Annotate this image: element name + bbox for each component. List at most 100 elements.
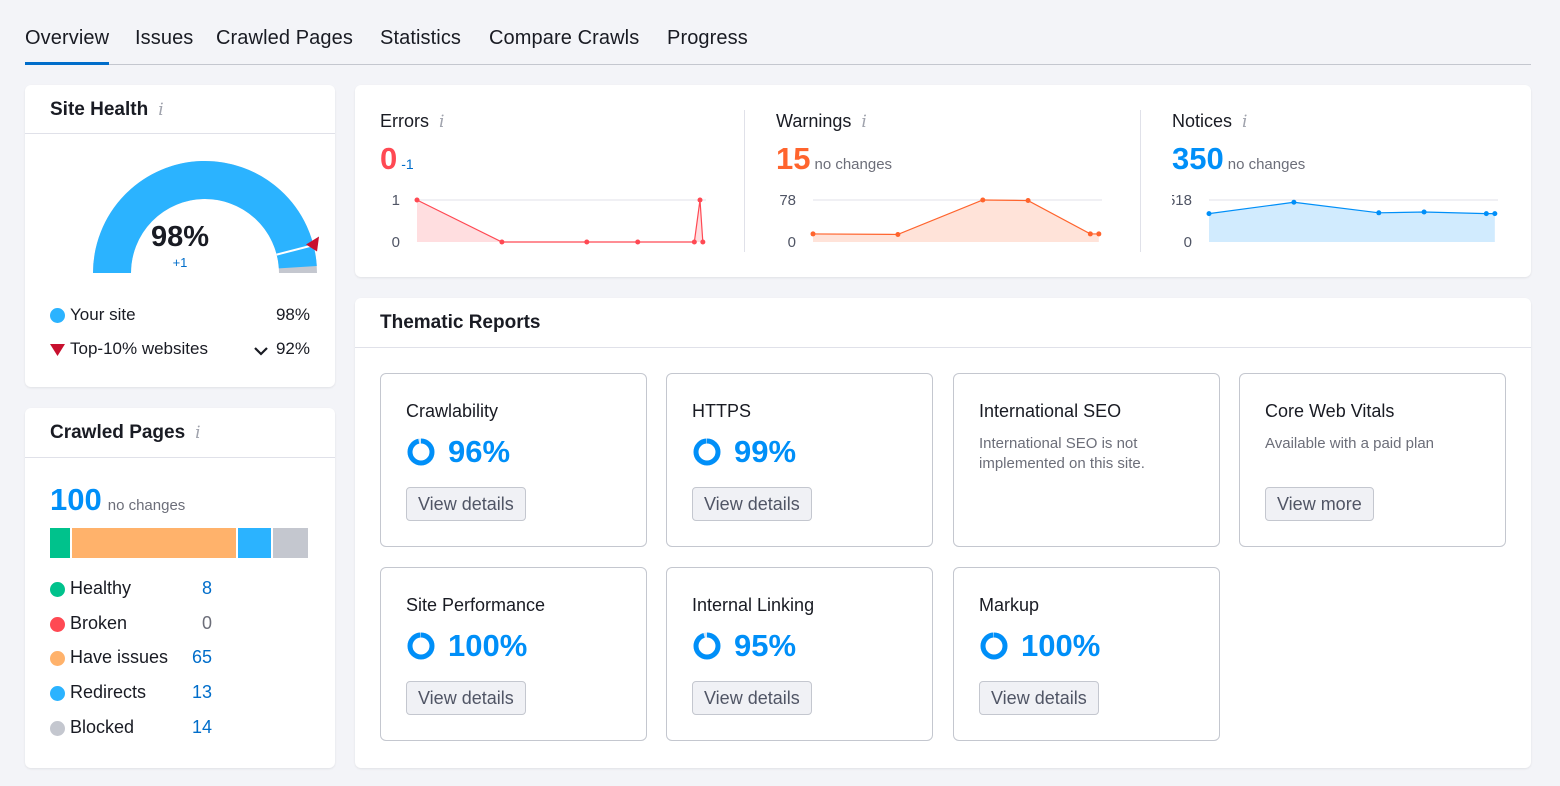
tab-compare-crawls[interactable]: Compare Crawls: [489, 27, 640, 49]
warnings-sparkline: 78 0: [779, 192, 1102, 251]
notices-value[interactable]: 350 no changes: [1172, 141, 1306, 176]
site-health-title: Site Health i: [50, 99, 164, 120]
bar-segment-healthy[interactable]: [50, 528, 71, 558]
report-internal-linking[interactable]: Internal Linking 95% View details: [666, 567, 933, 741]
info-icon[interactable]: i: [158, 100, 164, 120]
tab-overview[interactable]: Overview: [25, 27, 110, 65]
thematic-reports-card: Thematic Reports Crawlability 96% View d…: [355, 298, 1531, 768]
warnings-value[interactable]: 15 no changes: [776, 141, 893, 176]
tab-bar: Overview Issues Crawled Pages Statistics…: [25, 0, 1531, 65]
view-details-button[interactable]: View details: [406, 487, 526, 521]
report-title: Core Web Vitals: [1265, 401, 1395, 421]
divider: [25, 457, 335, 458]
sparkline-point: [697, 197, 703, 203]
report-score: 96%: [406, 434, 510, 470]
cp-label: Blocked: [70, 717, 135, 737]
divider: [25, 133, 335, 134]
report-title: International SEO: [979, 401, 1122, 421]
legend-label: Top-10% websites: [70, 339, 208, 358]
sparkline-point: [691, 239, 697, 245]
cp-value[interactable]: 13: [191, 682, 212, 702]
cp-row-blocked: Blocked 14: [50, 717, 212, 739]
crawled-change: no changes: [107, 497, 186, 514]
view-details-button[interactable]: View details: [979, 681, 1099, 715]
view-more-button[interactable]: View more: [1265, 487, 1374, 521]
report-markup[interactable]: Markup 100% View details: [953, 567, 1220, 741]
axis-tick-label: 0: [788, 234, 796, 251]
sparkline-point: [700, 239, 706, 245]
divider: [744, 110, 745, 252]
cp-row-healthy: Healthy 8: [50, 578, 212, 600]
cp-row-redirects: Redirects 13: [50, 682, 212, 704]
sparkline-point: [1206, 211, 1212, 217]
sparkline-point: [1483, 211, 1489, 217]
axis-tick-label: 0: [392, 234, 400, 251]
cp-value: 0: [201, 613, 212, 633]
sparkline-point: [1492, 211, 1498, 217]
tab-issues[interactable]: Issues: [135, 27, 194, 49]
cp-label: Redirects: [70, 682, 147, 702]
crawled-pages-card: Crawled Pages i 100 no changes Healthy 8 B…: [25, 408, 335, 768]
bar-segment-redirects[interactable]: [237, 528, 271, 558]
tab-crawled-pages[interactable]: Crawled Pages: [216, 27, 353, 49]
tab-progress[interactable]: Progress: [667, 27, 748, 49]
site-health-card: Site Health i 98% +1 Your site 98% Top-10…: [25, 85, 335, 387]
report-crawlability[interactable]: Crawlability 96% View details: [380, 373, 647, 547]
cp-label: Healthy: [70, 578, 132, 598]
cp-label: Broken: [70, 613, 128, 633]
sparkline-point: [810, 231, 816, 237]
report-score: 95%: [692, 628, 796, 664]
cp-value[interactable]: 14: [191, 717, 212, 737]
view-details-button[interactable]: View details: [692, 487, 812, 521]
report-title: HTTPS: [692, 401, 752, 421]
your-site-dot: [50, 308, 65, 323]
report-title: Site Performance: [406, 595, 546, 615]
tab-statistics[interactable]: Statistics: [380, 27, 462, 49]
sparkline-point: [1376, 210, 1382, 216]
report-site-performance[interactable]: Site Performance 100% View details: [380, 567, 647, 741]
redirects-dot: [50, 686, 65, 701]
info-icon[interactable]: i: [439, 112, 445, 132]
score-donut-icon: [693, 632, 721, 660]
errors-sparkline: 10: [392, 192, 706, 251]
crawled-total-value[interactable]: 100: [50, 482, 102, 517]
report-title: Internal Linking: [692, 595, 815, 615]
errors-value[interactable]: 0 -1: [380, 141, 414, 176]
report-https[interactable]: HTTPS 99% View details: [666, 373, 933, 547]
score-donut-icon: [980, 632, 1008, 660]
top10-marker: [306, 236, 320, 252]
axis-tick-label: 518: [1172, 192, 1192, 209]
axis-tick-label: 0: [1184, 234, 1192, 251]
sparkline-point: [499, 239, 505, 245]
info-icon[interactable]: i: [1242, 112, 1248, 132]
have-issues-dot: [50, 651, 65, 666]
info-icon[interactable]: i: [861, 112, 867, 132]
view-details-button[interactable]: View details: [692, 681, 812, 715]
report-score: 100%: [406, 628, 527, 664]
warnings-change: no changes: [814, 156, 893, 173]
score-donut-icon: [407, 632, 435, 660]
axis-tick-label: 1: [392, 192, 400, 209]
legend-your-site: Your site 98%: [50, 305, 310, 327]
errors-change: -1: [401, 156, 414, 172]
axis-tick-label: 78: [779, 192, 796, 209]
notices-change: no changes: [1227, 156, 1306, 173]
bar-segment-have-issues[interactable]: [72, 528, 236, 558]
bar-segment-blocked[interactable]: [272, 528, 308, 558]
divider: [355, 347, 1531, 348]
legend-value: 98%: [275, 305, 310, 324]
site-health-gauge: [93, 161, 320, 274]
view-details-button[interactable]: View details: [406, 681, 526, 715]
info-icon[interactable]: i: [195, 423, 201, 443]
cp-value[interactable]: 65: [191, 647, 212, 667]
chevron-down-icon[interactable]: [254, 347, 268, 357]
cp-row-have-issues: Have issues 65: [50, 647, 212, 669]
report-score: 100%: [979, 628, 1100, 664]
sparkline-point: [1087, 231, 1093, 237]
report-title: Crawlability: [406, 401, 499, 421]
legend-label: Your site: [70, 305, 136, 324]
cp-value[interactable]: 8: [201, 578, 212, 598]
